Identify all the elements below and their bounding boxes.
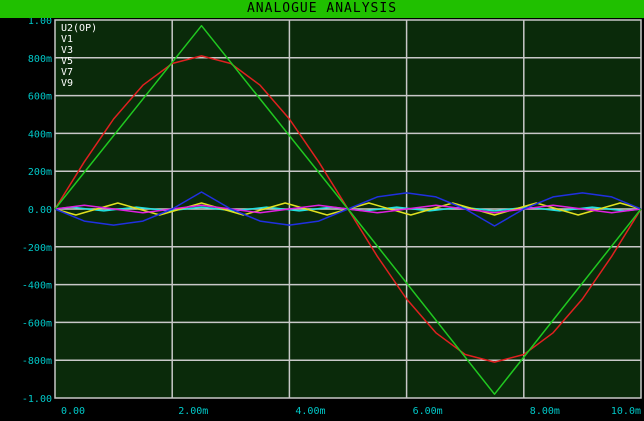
legend-entry: V5 [61,56,73,67]
x-tick-label: 10.0m [611,406,641,417]
title-bar: ANALOGUE ANALYSIS [0,0,644,18]
y-tick-label: 1.00 [28,18,52,27]
legend-entry: V7 [61,67,73,78]
legend-entry: V1 [61,34,73,45]
y-tick-label: 600m [28,92,52,103]
y-tick-label: -800m [22,356,52,367]
y-tick-label: 200m [28,167,52,178]
legend-entry: V3 [61,45,73,56]
analogue-chart[interactable]: 1.00 800m 600m 400m 200m 0.00 -200m -400m -600m -… [0,18,644,421]
legend-entry: V9 [61,78,73,89]
x-tick-label: 8.00m [530,406,560,417]
x-tick-label: 6.00m [413,406,443,417]
x-tick-label: 0.00 [61,406,85,417]
series-line-u2-op-[interactable] [54,24,642,395]
x-tick-label: 2.00m [178,406,208,417]
x-tick-label: 4.00m [295,406,325,417]
y-tick-label: 0.00 [28,205,52,216]
legend-entry: U2(OP) [61,23,97,34]
y-tick-label: -400m [22,281,52,292]
y-tick-label: 800m [28,54,52,65]
y-tick-label: 400m [28,129,52,140]
y-tick-label: -1.00 [22,394,52,405]
y-tick-label: -600m [22,318,52,329]
y-tick-label: -200m [22,243,52,254]
